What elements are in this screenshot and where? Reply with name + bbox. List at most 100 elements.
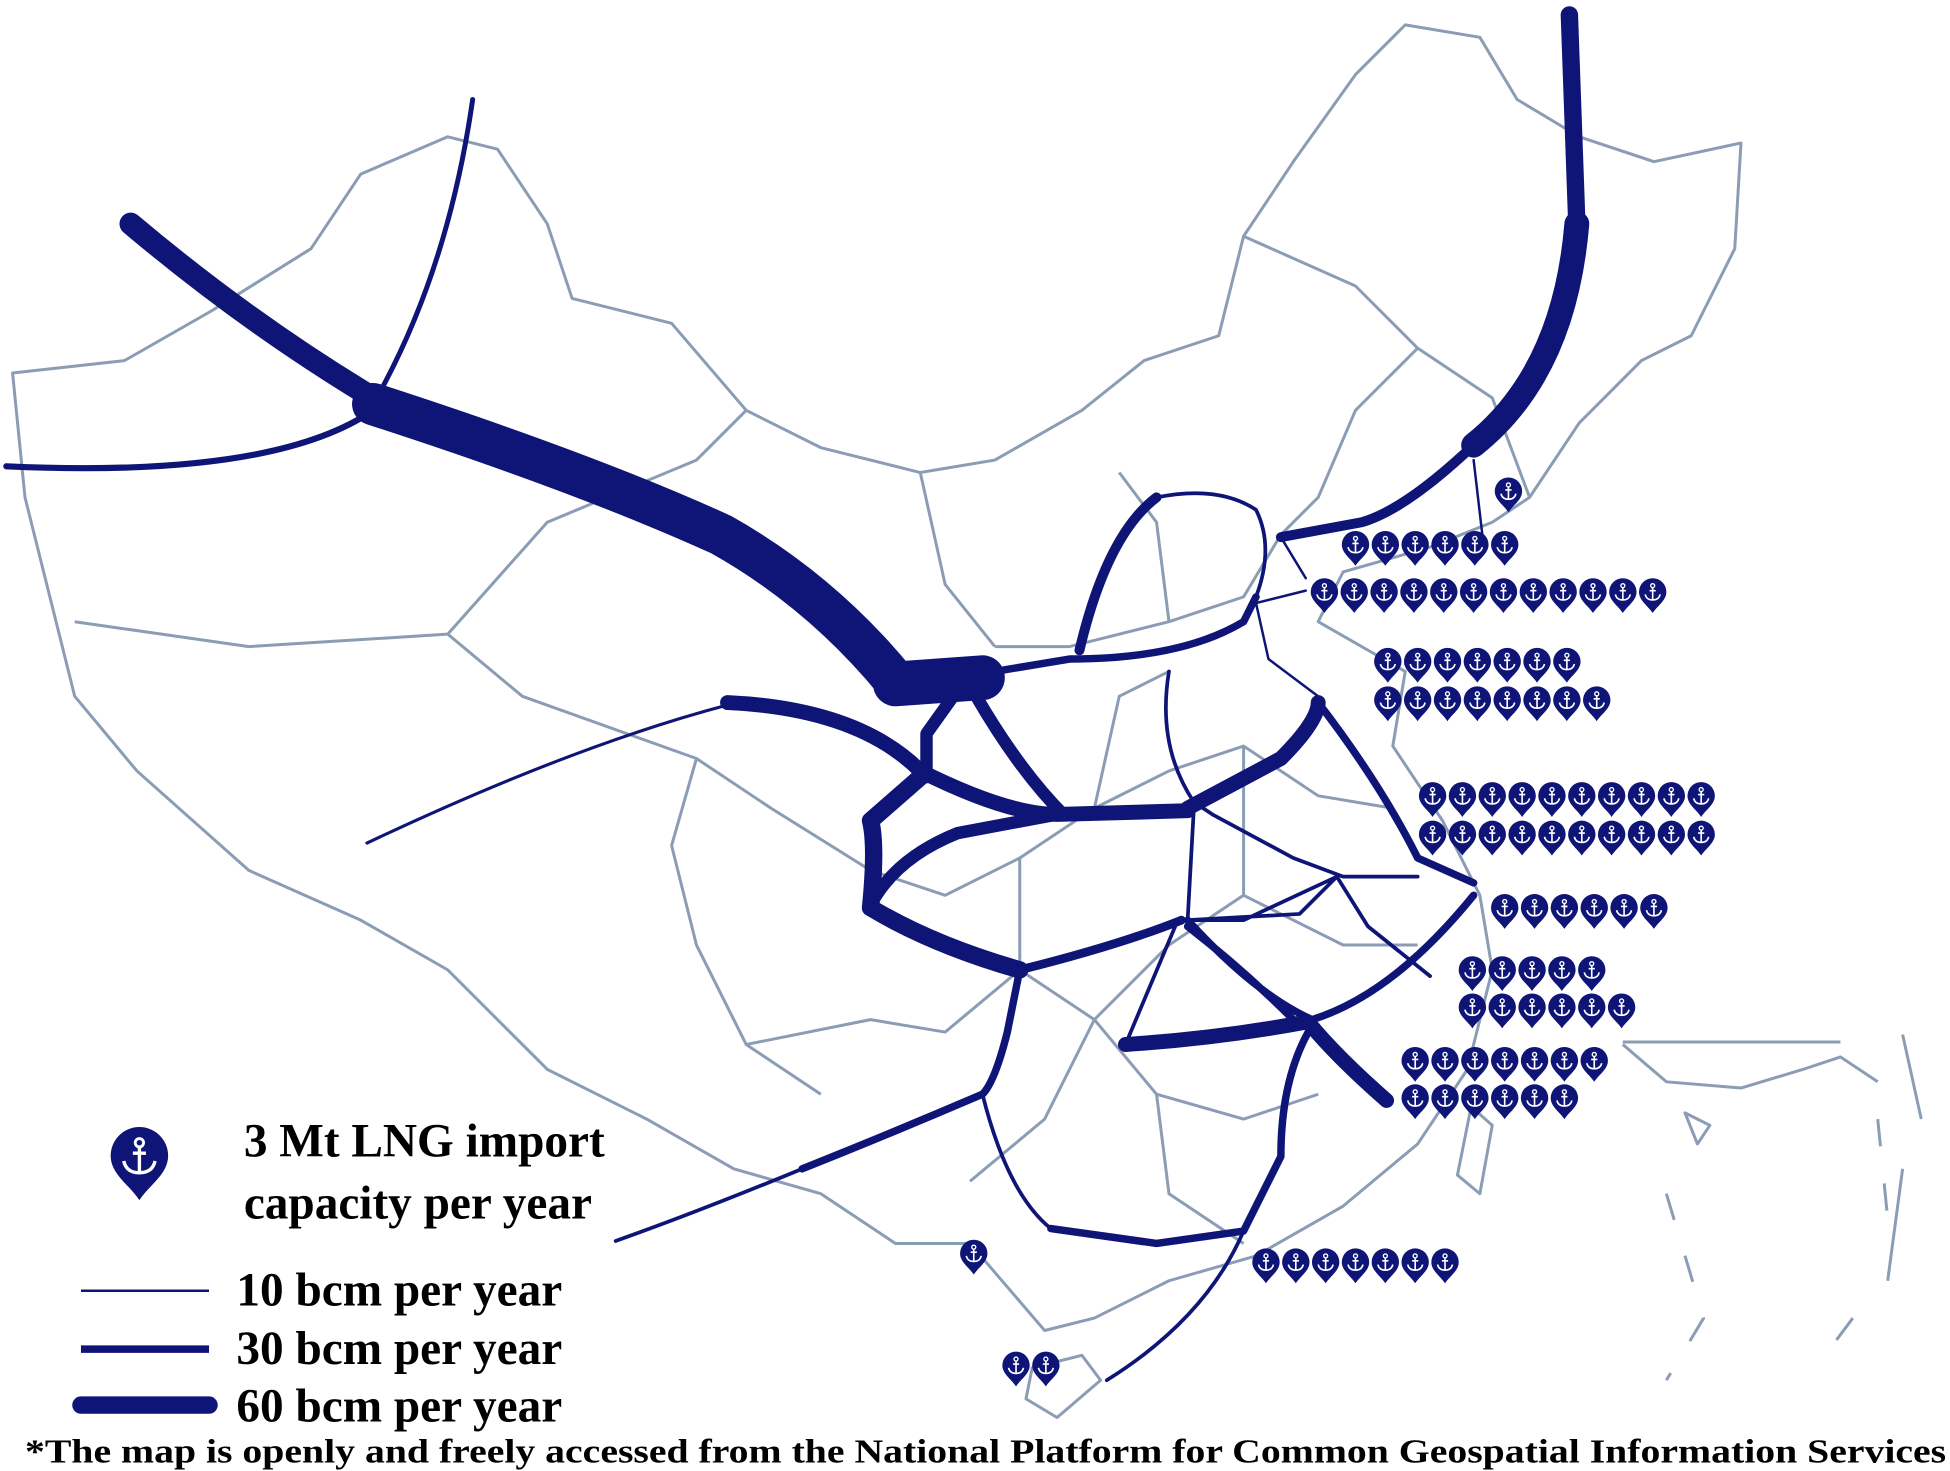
pipeline	[873, 655, 1005, 707]
lng-marker	[1460, 530, 1490, 567]
pipeline	[920, 683, 1070, 821]
lng-marker	[1549, 893, 1579, 930]
lng-marker	[1656, 781, 1686, 818]
pipeline	[1015, 915, 1186, 975]
pipeline	[1123, 924, 1178, 1047]
lng-marker	[1579, 1046, 1609, 1083]
pipeline	[991, 593, 1260, 676]
lng-marker	[1341, 1247, 1370, 1285]
lng-marker	[1477, 781, 1507, 818]
lng-marker	[1429, 577, 1459, 614]
lng-marker	[1487, 955, 1517, 992]
lng-marker	[1433, 647, 1462, 684]
lng-marker	[1490, 530, 1520, 567]
lng-marker	[1577, 955, 1607, 992]
pipeline	[798, 966, 1024, 1173]
lng-marker	[1311, 1247, 1341, 1285]
lng-marker	[1462, 685, 1492, 723]
pipeline	[1560, 6, 1586, 233]
pipeline	[1461, 211, 1590, 458]
lng-marker	[1518, 577, 1548, 614]
lng-marker	[1341, 530, 1370, 567]
lng-marker	[959, 1238, 989, 1276]
lng-marker	[1001, 1350, 1031, 1388]
lng-marker	[1507, 781, 1537, 818]
lng-marker	[1487, 992, 1517, 1030]
legend: 3 Mt LNG import capacity per year 10 bcm…	[72, 1115, 605, 1432]
lng-marker	[1537, 819, 1567, 857]
inset-frame	[1622, 1034, 1923, 1281]
lng-marker	[1403, 647, 1433, 684]
lng-marker	[1447, 781, 1477, 818]
lng-marker	[1493, 476, 1523, 514]
lng-marker	[1597, 819, 1627, 857]
lng-marker	[1430, 1247, 1460, 1285]
province-borders	[74, 234, 1531, 1245]
lng-marker	[1552, 685, 1582, 723]
lng-marker	[1490, 1083, 1520, 1120]
lng-marker	[1457, 955, 1487, 992]
lng-marker	[1488, 577, 1518, 614]
lng-marker	[1430, 1046, 1460, 1083]
lng-marker	[1477, 819, 1507, 857]
nine-dash-line	[1664, 1118, 1892, 1381]
pipeline	[1275, 440, 1479, 543]
lng-marker	[1638, 577, 1668, 614]
lng-marker	[1582, 685, 1612, 723]
pipeline	[1117, 1014, 1314, 1052]
inset-coast	[1621, 1043, 1879, 1146]
lng-marker	[1567, 819, 1597, 857]
lng-marker	[1639, 893, 1669, 930]
lng-marker	[1492, 647, 1522, 684]
lng-marker	[1577, 992, 1607, 1030]
lng-marker	[1403, 685, 1433, 723]
lng-marker	[1281, 1247, 1311, 1285]
lng-marker	[1462, 647, 1492, 684]
lng-marker	[1400, 530, 1430, 567]
pipeline	[1074, 492, 1162, 656]
pipeline	[3, 407, 377, 472]
lng-marker	[1490, 893, 1520, 930]
lng-marker	[1430, 530, 1460, 567]
legend-pipeline-label: 10 bcm per year	[236, 1265, 562, 1317]
lng-marker	[1370, 530, 1400, 567]
base-map	[11, 23, 1923, 1420]
legend-pipeline-label: 60 bcm per year	[236, 1380, 562, 1432]
lng-marker	[1547, 992, 1577, 1030]
lng-marker	[1373, 647, 1403, 684]
lng-marker	[1627, 819, 1656, 857]
lng-marker	[1567, 781, 1597, 818]
pipeline	[370, 96, 476, 407]
lng-marker	[1656, 819, 1686, 857]
lng-marker	[1627, 781, 1656, 818]
lng-marker	[1607, 992, 1637, 1030]
lng-marker	[1447, 819, 1477, 857]
lng-marker	[1517, 955, 1547, 992]
lng-marker	[1418, 819, 1448, 857]
pipeline	[352, 382, 917, 703]
lng-marker	[1522, 685, 1552, 723]
lng-marker	[1520, 1083, 1550, 1120]
lng-marker	[1400, 1046, 1430, 1083]
pipeline	[864, 808, 1064, 912]
lng-marker	[1520, 1046, 1550, 1083]
pipeline	[1154, 491, 1268, 804]
lng-marker	[1517, 992, 1547, 1030]
lng-marker	[1460, 1046, 1490, 1083]
lng-marker	[1309, 577, 1339, 614]
lng-marker	[1490, 1046, 1520, 1083]
lng-marker	[1400, 1083, 1430, 1120]
legend-pipeline-label: 30 bcm per year	[236, 1323, 562, 1375]
lng-marker	[1578, 577, 1608, 614]
lng-marker	[1609, 893, 1639, 930]
lng-marker	[1418, 781, 1448, 818]
pipeline	[119, 212, 385, 410]
lng-marker	[1548, 577, 1578, 614]
lng-marker	[1552, 647, 1582, 684]
lng-marker	[1686, 819, 1716, 857]
pipelines	[3, 6, 1590, 1383]
pipeline	[1185, 800, 1432, 978]
lng-marker	[1597, 781, 1627, 818]
lng-marker	[1522, 647, 1552, 684]
